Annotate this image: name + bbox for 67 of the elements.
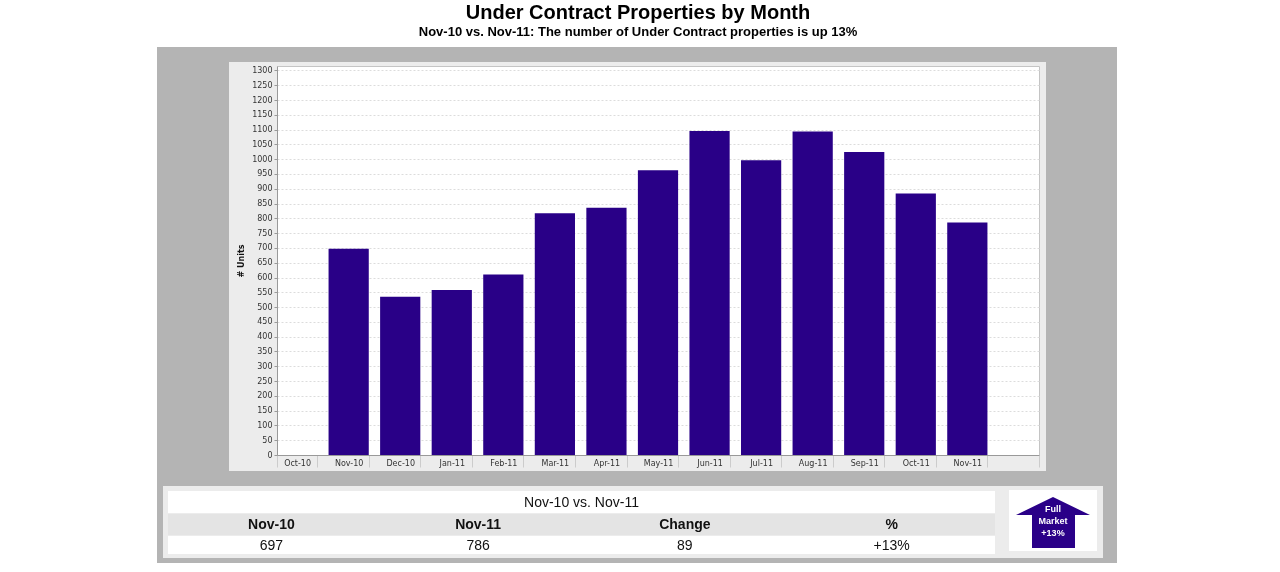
x-tick-label: Sep-11 bbox=[850, 458, 879, 468]
y-tick-label: 1000 bbox=[252, 154, 273, 164]
x-tick-label: Jul-11 bbox=[749, 458, 773, 468]
x-tick-label: Oct-10 bbox=[284, 458, 312, 468]
y-tick-label: 450 bbox=[257, 317, 273, 327]
chart-title: Under Contract Properties by Month bbox=[465, 1, 811, 23]
y-tick-label: 1100 bbox=[252, 125, 273, 135]
y-tick-label: 700 bbox=[257, 243, 273, 253]
bar bbox=[844, 152, 885, 455]
y-tick-label: 1300 bbox=[252, 65, 273, 75]
text: Full Market +13% bbox=[1037, 503, 1069, 539]
bar bbox=[328, 248, 369, 455]
y-tick-label: 750 bbox=[257, 228, 273, 238]
x-tick-label: May-11 bbox=[643, 458, 674, 468]
x-tick-label: Aug-11 bbox=[798, 458, 828, 468]
bar bbox=[534, 213, 575, 455]
bar bbox=[586, 207, 627, 455]
y-tick-label: 1150 bbox=[252, 110, 273, 120]
bar bbox=[947, 222, 988, 455]
y-tick-label: 250 bbox=[257, 376, 273, 386]
bar bbox=[380, 296, 421, 455]
y-tick-label: 950 bbox=[257, 169, 273, 179]
y-tick-label: 200 bbox=[257, 391, 273, 401]
bar bbox=[741, 160, 782, 455]
y-tick-label: 650 bbox=[257, 258, 273, 268]
x-tick-label: Nov-10 bbox=[334, 458, 364, 468]
y-tick-label: 100 bbox=[257, 420, 273, 430]
text: Nov-10 vs. Nov-11 bbox=[168, 492, 995, 512]
x-tick-label: Jun-11 bbox=[696, 458, 723, 468]
y-tick-label: 400 bbox=[257, 332, 273, 342]
y-tick-label: 1200 bbox=[252, 95, 273, 105]
y-tick-label: 600 bbox=[257, 273, 273, 283]
y-tick-label: 800 bbox=[257, 213, 273, 223]
x-tick-label: Feb-11 bbox=[490, 458, 518, 468]
y-tick-label: 300 bbox=[257, 361, 273, 371]
bar bbox=[431, 289, 472, 455]
text: Change bbox=[658, 515, 712, 534]
bar bbox=[483, 274, 524, 455]
y-tick-label: 550 bbox=[257, 287, 273, 297]
y-tick-label: 0 bbox=[267, 450, 273, 460]
text: Nov-11 bbox=[454, 515, 503, 534]
y-axis-title: # Units bbox=[237, 244, 247, 278]
y-tick-label: 50 bbox=[262, 435, 273, 445]
bar bbox=[689, 131, 730, 455]
y-tick-label: 1250 bbox=[252, 80, 273, 90]
text: 89 bbox=[676, 536, 694, 555]
y-tick-label: 850 bbox=[257, 199, 273, 209]
y-tick-label: 900 bbox=[257, 184, 273, 194]
text: % bbox=[884, 515, 899, 534]
y-tick-label: 1050 bbox=[252, 139, 273, 149]
text: Nov-10 bbox=[247, 515, 296, 534]
x-tick-label: Dec-10 bbox=[386, 458, 415, 468]
x-tick-label: Mar-11 bbox=[541, 458, 570, 468]
bar bbox=[637, 170, 679, 455]
y-tick-label: 150 bbox=[257, 406, 273, 416]
chart-subtitle: Nov-10 vs. Nov-11: The number of Under Contract properties is up 13% bbox=[418, 24, 858, 39]
x-tick-label: Nov-11 bbox=[953, 458, 983, 468]
y-tick-label: 500 bbox=[257, 302, 273, 312]
x-tick-label: Oct-11 bbox=[902, 458, 930, 468]
text: +13% bbox=[872, 536, 911, 555]
x-tick-label: Apr-11 bbox=[593, 458, 621, 468]
bar bbox=[792, 131, 833, 455]
text: 786 bbox=[465, 536, 491, 555]
bar bbox=[895, 193, 936, 455]
x-tick-label: Jan-11 bbox=[438, 458, 465, 468]
y-tick-label: 350 bbox=[257, 346, 273, 356]
text: 697 bbox=[258, 536, 285, 555]
